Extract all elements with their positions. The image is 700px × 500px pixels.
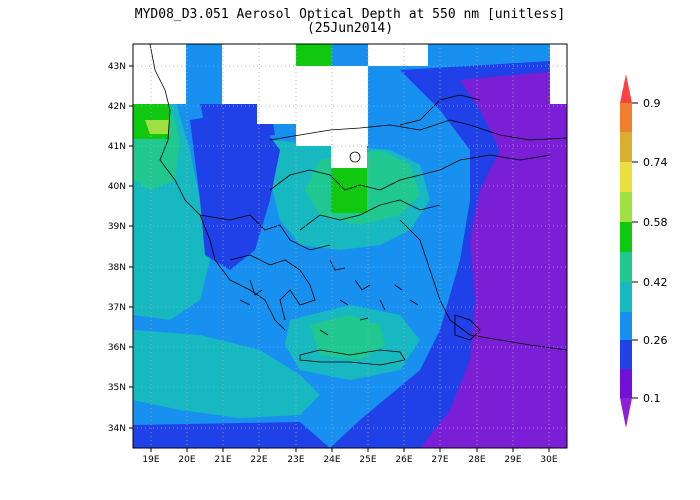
aod-region-sw-blue — [133, 422, 330, 448]
lon-label: 20E — [178, 455, 195, 465]
lat-label: 39N — [108, 222, 126, 232]
lat-label: 40N — [108, 182, 126, 192]
coastlines — [149, 43, 568, 366]
lon-label: 25E — [359, 455, 376, 465]
title-line-1: MYD08_D3.051 Aerosol Optical Depth at 55… — [134, 7, 566, 22]
colorbar-segment — [620, 312, 632, 340]
colorbar-top-arrow — [620, 74, 632, 103]
colorbar-bottom-arrow — [620, 398, 632, 428]
longitude-labels: 19E 20E 21E 22E 23E 24E 25E 26E 27E 28E … — [142, 455, 557, 465]
colorbar-segment — [620, 369, 632, 398]
colorbar-segment — [620, 282, 632, 312]
lon-label: 24E — [323, 455, 340, 465]
lat-label: 36N — [108, 343, 126, 353]
colorbar-label: 0.26 — [643, 334, 668, 347]
colorbar-ticks — [632, 102, 638, 399]
aod-region-southwest-teal — [133, 330, 320, 418]
lon-label: 19E — [142, 455, 159, 465]
aod-region-west-blue — [190, 110, 280, 270]
colorbar-segment — [620, 340, 632, 369]
latitude-labels: 43N 42N 41N 40N 39N 38N 37N 36N 35N 34N — [108, 62, 126, 434]
lat-label: 43N — [108, 62, 126, 72]
aod-cell-high-2 — [331, 186, 367, 213]
lon-label: 21E — [214, 455, 231, 465]
colorbar-label: 0.58 — [643, 216, 668, 229]
colorbar-label: 0.9 — [643, 97, 661, 110]
lon-label: 30E — [540, 455, 557, 465]
colorbar-label: 0.1 — [643, 392, 661, 405]
aod-field — [133, 44, 567, 448]
lat-label: 34N — [108, 424, 126, 434]
map-frame — [132, 43, 568, 449]
lon-label: 22E — [250, 455, 267, 465]
title-line-2: (25Jun2014) — [306, 21, 394, 36]
colorbar-segment — [620, 103, 632, 132]
colorbar-segment — [620, 252, 632, 282]
aod-region-peak — [145, 120, 170, 134]
colorbar-segment — [620, 192, 632, 222]
colorbar-segment — [620, 132, 632, 162]
lon-label: 23E — [287, 455, 304, 465]
lon-label: 29E — [504, 455, 521, 465]
aod-region-east-purple — [420, 70, 567, 448]
map-title: MYD08_D3.051 Aerosol Optical Depth at 55… — [100, 8, 600, 36]
lon-label: 28E — [468, 455, 485, 465]
axis-ticks — [129, 65, 550, 452]
lat-label: 35N — [108, 383, 126, 393]
lon-label: 27E — [431, 455, 448, 465]
lon-label: 26E — [395, 455, 412, 465]
colorbar-label: 0.42 — [643, 276, 668, 289]
lat-label: 37N — [108, 303, 126, 313]
graticule — [133, 44, 567, 448]
colorbar-label: 0.74 — [643, 156, 668, 169]
aod-cell-high-3 — [296, 44, 332, 66]
colorbar-segment — [620, 162, 632, 192]
lat-label: 42N — [108, 102, 126, 112]
lat-label: 38N — [108, 263, 126, 273]
aod-region-south-green — [310, 315, 385, 360]
colorbar-segment — [620, 222, 632, 252]
colorbar: 0.9 0.74 0.58 0.42 0.26 0.1 — [620, 74, 668, 428]
lat-label: 41N — [108, 142, 126, 152]
aod-region-north-blue — [200, 104, 275, 140]
